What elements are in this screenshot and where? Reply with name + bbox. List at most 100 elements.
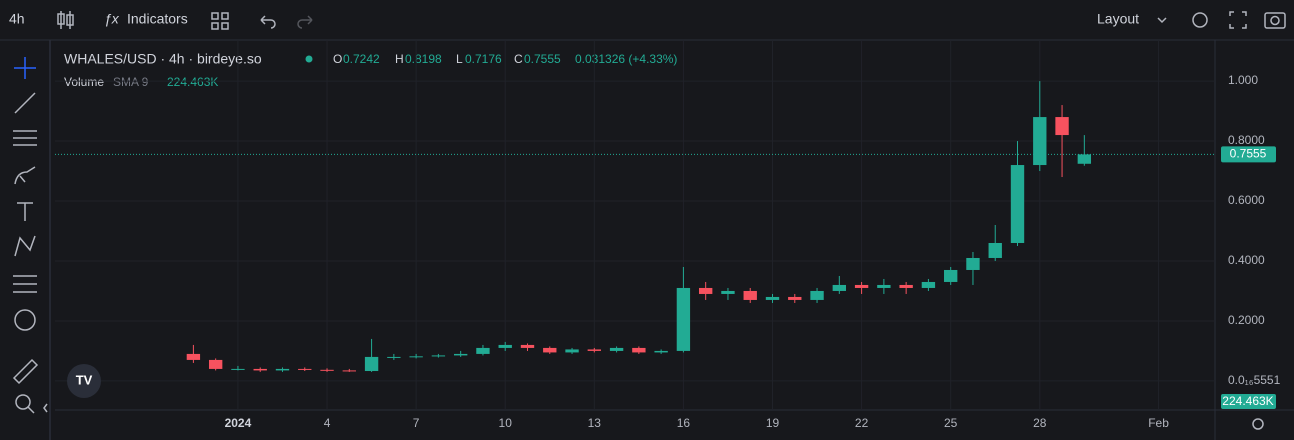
high-key: H — [395, 52, 404, 66]
candle-body — [298, 368, 312, 370]
fx-icon[interactable]: ƒx — [104, 11, 120, 27]
ruler-tool[interactable] — [12, 358, 39, 385]
left-toolbar — [12, 40, 51, 440]
candle-body — [498, 344, 512, 348]
redo-icon[interactable] — [297, 15, 313, 29]
high-value: 0.8198 — [405, 52, 442, 66]
collapse-icon[interactable] — [43, 403, 48, 413]
trendline-tool[interactable] — [14, 92, 36, 114]
candle-body — [654, 350, 668, 353]
last-price-text: 0.7555 — [1230, 147, 1267, 161]
volume-sma: SMA 9 — [113, 75, 149, 89]
candle-body — [565, 349, 579, 353]
x-tick-label: 16 — [677, 416, 691, 430]
open-key: O — [333, 52, 342, 66]
tv-logo-mark: TV — [76, 372, 93, 387]
candle-body — [520, 344, 535, 348]
y-tick-label: 0.8000 — [1228, 133, 1265, 147]
emoji-tool[interactable] — [14, 309, 36, 331]
x-tick-label: 7 — [413, 416, 420, 430]
candle-body — [543, 347, 557, 353]
x-tick-label: 13 — [588, 416, 602, 430]
candle-body — [1077, 154, 1092, 164]
candle-body — [476, 347, 490, 354]
candle-body — [698, 287, 713, 294]
x-tick-label: 28 — [1033, 416, 1047, 430]
text-tool[interactable] — [17, 202, 33, 221]
candle-body — [186, 353, 201, 360]
candle-body — [342, 370, 356, 372]
candle-body — [320, 369, 334, 371]
volume-badge — [1221, 394, 1276, 409]
indicators-button[interactable]: Indicators — [127, 11, 188, 27]
crosshair-tool[interactable] — [14, 57, 36, 79]
candle-body — [364, 356, 379, 372]
x-tick-label: 22 — [855, 416, 869, 430]
open-value: 0.7242 — [343, 52, 380, 66]
low-value: 0.7176 — [465, 52, 502, 66]
y-tick-label: 0.4000 — [1228, 253, 1265, 267]
volume-label: Volume — [64, 75, 104, 89]
y-tick-label: 1.000 — [1228, 73, 1258, 87]
zoom-handle — [27, 406, 35, 414]
candle-body — [944, 269, 958, 282]
candle-body — [431, 355, 446, 357]
candle-body — [1010, 165, 1025, 243]
candle-body — [921, 281, 936, 288]
templates-icon[interactable] — [211, 12, 229, 30]
candle-body — [609, 347, 624, 351]
axis-settings-icon[interactable] — [1252, 418, 1264, 430]
status-dot — [305, 55, 313, 63]
fullscreen-icon[interactable] — [1229, 11, 1247, 29]
volume-badge-text: 224.463K — [1222, 394, 1273, 408]
change-value: 0.031326 (+4.33%) — [575, 52, 677, 66]
pattern-tool[interactable] — [14, 235, 36, 257]
candle-body — [988, 242, 1002, 258]
interval-button[interactable]: 4h — [9, 11, 25, 27]
y-tick-label: 0.0₁₆5551 — [1228, 373, 1281, 387]
layout-button[interactable]: Layout — [1097, 11, 1139, 27]
candle-body — [832, 284, 847, 291]
top-toolbar: 4h ƒx Indicators Layout — [0, 11, 1294, 41]
brush-tool[interactable] — [14, 166, 36, 185]
low-key: L — [456, 52, 463, 66]
candle-body — [409, 356, 423, 358]
candle-body — [966, 257, 980, 270]
candle-body — [231, 368, 245, 370]
candle-body — [877, 284, 891, 288]
x-tick-label: 19 — [766, 416, 780, 430]
last-price-badge — [1221, 146, 1276, 163]
zoom-tool[interactable] — [15, 394, 31, 410]
x-tick-label: 10 — [499, 416, 513, 430]
x-tick-label: Feb — [1148, 416, 1169, 430]
layout-caret[interactable] — [1157, 17, 1167, 24]
candle-body — [275, 368, 290, 371]
y-tick-label: 0.6000 — [1228, 193, 1265, 207]
close-value: 0.7555 — [524, 52, 561, 66]
candle-body — [899, 284, 913, 288]
y-tick-label: 0.2000 — [1228, 313, 1265, 327]
symbol: WHALES/USD · 4h · birdeye.so — [64, 51, 262, 67]
candle-body — [587, 349, 601, 351]
fib-tool[interactable] — [13, 130, 37, 146]
candle-body — [676, 287, 691, 351]
candle-body — [788, 296, 802, 300]
legend: WHALES/USD · 4h · birdeye.so O 0.7242 H … — [64, 51, 677, 89]
chart-type-icon[interactable] — [57, 11, 74, 29]
candle-body — [387, 356, 401, 358]
screenshot-icon[interactable] — [1264, 12, 1286, 29]
prediction-tool[interactable] — [13, 275, 37, 293]
candle-body — [721, 290, 735, 294]
candle-body — [743, 290, 757, 300]
undo-icon[interactable] — [260, 15, 276, 29]
tv-logo[interactable] — [67, 364, 101, 398]
candle-body — [810, 290, 824, 300]
close-key: C — [514, 52, 523, 66]
x-tick-label: 2024 — [225, 416, 252, 430]
candle-body — [1033, 117, 1047, 166]
x-tick-label: 25 — [944, 416, 958, 430]
settings-icon[interactable] — [1192, 12, 1208, 28]
candle-body — [854, 284, 869, 288]
candle-body — [453, 353, 468, 356]
